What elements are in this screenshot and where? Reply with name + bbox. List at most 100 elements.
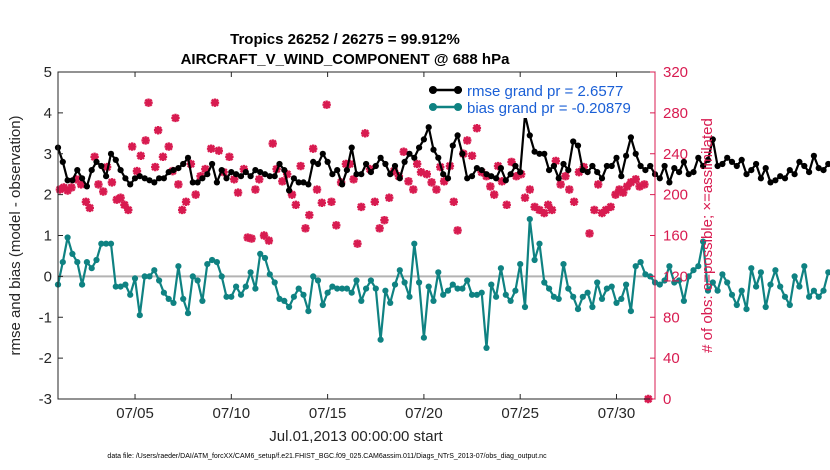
obs-count-marker <box>574 167 584 177</box>
bias-point <box>806 293 813 300</box>
rmse-point <box>175 165 182 172</box>
y-tick-label: 2 <box>44 187 52 204</box>
rmse-point <box>136 173 143 180</box>
bias-point <box>136 312 143 319</box>
obs-count-marker <box>520 193 530 202</box>
obs-count-marker <box>409 185 418 194</box>
bias-point <box>117 283 124 290</box>
rmse-point <box>310 158 317 165</box>
rmse-point <box>661 162 668 170</box>
rmse-point <box>406 150 413 157</box>
rmse-point <box>642 167 649 174</box>
rmse-point <box>507 171 514 178</box>
bias-point <box>796 283 803 290</box>
rmse-point <box>502 177 509 184</box>
obs-count-marker <box>640 180 649 189</box>
y-tick-label: 3 <box>44 146 52 163</box>
bias-point <box>324 289 331 296</box>
rmse-point <box>786 167 793 174</box>
rmse-point <box>146 177 153 184</box>
rmse-point <box>565 167 572 174</box>
bias-point <box>319 301 326 309</box>
obs-count-marker <box>239 164 249 174</box>
y-right-tick-label: 280 <box>663 105 688 122</box>
bias-point <box>396 267 403 274</box>
bias-point <box>180 295 187 302</box>
rmse-point <box>209 160 216 168</box>
rmse-point <box>801 162 808 170</box>
rmse-point <box>598 175 606 182</box>
bias-point <box>464 277 471 284</box>
bias-point <box>570 293 577 300</box>
rmse-point <box>382 160 389 168</box>
bias-point <box>627 308 635 315</box>
rmse-point <box>685 171 692 178</box>
bias-point <box>488 281 495 288</box>
bias-point <box>64 234 71 241</box>
obs-count-marker <box>360 129 370 138</box>
bias-point <box>815 293 822 300</box>
rmse-point <box>107 150 115 157</box>
rmse-point <box>156 175 163 182</box>
rmse-point <box>83 183 90 190</box>
rmse-point <box>425 124 432 131</box>
plot-area <box>58 72 655 399</box>
obs-count-marker <box>547 205 557 215</box>
bias-point <box>160 289 167 296</box>
rmse-point <box>676 169 683 176</box>
bias-point <box>209 256 216 264</box>
obs-count-marker <box>565 185 574 194</box>
bias-point <box>459 285 466 292</box>
bias-point <box>637 259 644 266</box>
rmse-point <box>806 169 813 176</box>
rmse-point <box>531 148 538 155</box>
rmse-point <box>295 179 302 186</box>
x-tick-label: 07/05 <box>116 405 154 422</box>
legend-rmse-marker <box>454 86 462 94</box>
bias-point <box>391 281 399 288</box>
obs-count-marker <box>127 142 137 151</box>
bias-point <box>623 281 630 288</box>
obs-count-marker <box>107 178 117 187</box>
x-tick-label: 07/20 <box>405 405 443 422</box>
rmse-point <box>411 154 418 161</box>
bias-point <box>526 216 533 223</box>
bias-point <box>574 306 582 313</box>
rmse-point <box>266 173 273 180</box>
rmse-point <box>497 165 504 172</box>
rmse-point <box>647 162 654 170</box>
bias-point <box>512 287 519 294</box>
obs-count-marker <box>210 98 220 107</box>
obs-count-marker <box>467 151 477 160</box>
rmse-point <box>714 162 721 170</box>
rmse-point <box>728 158 736 165</box>
rmse-point <box>194 179 201 186</box>
bias-point <box>406 293 413 300</box>
obs-count-marker <box>416 167 426 177</box>
rmse-point <box>103 173 110 180</box>
bias-point <box>435 269 442 276</box>
obs-count-marker <box>116 193 125 202</box>
bias-point <box>632 263 639 270</box>
rmse-point <box>271 173 278 180</box>
bias-point <box>348 289 355 296</box>
rmse-point <box>300 179 307 186</box>
bias-point <box>122 281 129 288</box>
bias-point <box>204 261 211 268</box>
x-tick-label: 07/15 <box>309 405 347 422</box>
obs-count-marker <box>191 190 200 199</box>
bias-point <box>825 269 830 276</box>
obs-count-marker <box>112 195 121 204</box>
obs-count-marker <box>225 152 234 162</box>
obs-count-marker <box>375 224 384 233</box>
obs-count-marker <box>251 185 260 194</box>
rmse-point <box>59 158 66 165</box>
rmse-point <box>791 171 798 178</box>
obs-count-marker <box>569 197 579 206</box>
obs-count-marker <box>422 169 431 179</box>
obs-count-marker <box>85 203 94 213</box>
legend-bias-marker <box>429 103 437 111</box>
bias-point <box>536 240 543 247</box>
y-tick-label: 0 <box>44 268 52 285</box>
bias-point <box>762 303 769 311</box>
